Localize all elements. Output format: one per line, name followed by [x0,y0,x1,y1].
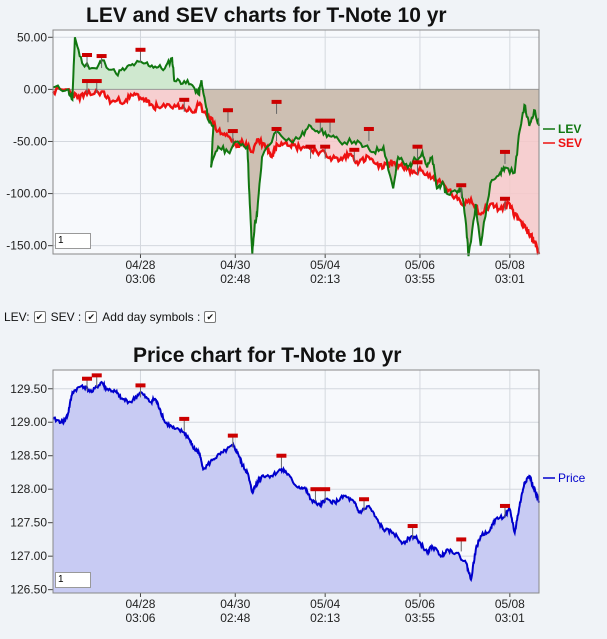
lev-day-marker [315,118,326,123]
price-day-marker [227,433,238,438]
lev-day-marker [412,144,423,149]
lev-day-marker [271,99,282,104]
lev-legend-label: LEV [558,122,581,136]
price-chart-tick-label-x-time: 02:48 [220,611,250,625]
sev-day-marker [499,196,510,201]
lev-chart-tick-label-y: 0.00 [24,82,48,96]
price-chart-tick-label-y: 128.50 [10,449,47,463]
day-symbols-checkbox[interactable]: ✔ [204,311,217,323]
price-chart-frame [52,369,540,594]
sev-label: SEV : [50,310,82,324]
lev-day-marker [82,53,93,58]
price-series-line [52,380,540,583]
lev-chart-tick-label-y: -50.00 [13,134,47,148]
lev-day-marker [456,183,467,188]
sev-day-marker [412,160,423,165]
price-day-marker [82,376,93,381]
price-chart-tick-label-x-time: 03:01 [495,611,525,625]
price-day-marker [499,503,510,508]
price-chart-tick-label-y: 129.00 [10,415,47,429]
lev-chart-tick-label-x-date: 05/08 [495,258,525,272]
price-day-marker [91,373,102,378]
price-chart-tick-label-y: 127.00 [10,549,47,563]
lev-chart-tick-label-x-date: 05/04 [310,258,340,272]
price-chart-tick-label-x-date: 05/04 [310,597,340,611]
lev-day-marker [325,118,336,123]
price-chart-tick-label-y: 128.00 [10,482,47,496]
lev-chart-tick-label-y: -100.00 [6,187,47,201]
price-day-marker [320,487,331,492]
sev-day-marker [227,129,238,134]
sev-checkbox[interactable]: ✔ [85,311,98,323]
sev-day-marker [320,144,331,149]
sev-day-marker [91,79,102,84]
price-day-marker [359,497,370,502]
lev-chart-tick-label-x-date: 04/28 [125,258,155,272]
price-day-marker [407,524,418,529]
price-chart-title: Price chart for T-Note 10 yr [133,344,402,367]
lev-above-zero-fill [53,37,539,90]
price-chart-tick-label-x-date: 05/06 [405,597,435,611]
price-day-marker [310,487,321,492]
lev-series-line [52,37,540,257]
lev-day-marker [222,108,233,113]
lev-day-marker [179,97,190,102]
lev-chart-tick-label-x-time: 03:06 [125,272,155,286]
price-chart-tick-label-x-date: 04/30 [220,597,250,611]
lev-chart-tick-label-x-date: 04/30 [220,258,250,272]
sev-day-marker [271,126,282,131]
lev-day-marker [96,54,107,59]
price-chart-tick-label-y: 126.50 [10,583,47,597]
lev-chart-frame [52,29,540,255]
lev-label: LEV: [4,310,30,324]
lev-day-marker [135,47,146,52]
lev-day-marker [363,126,374,131]
lev-chart-tick-label-y: 50.00 [17,30,47,44]
lev-chart-tick-label-x-time: 02:13 [310,272,340,286]
price-day-marker [276,453,287,458]
price-chart-tick-label-x-date: 04/28 [125,597,155,611]
price-chart-tick-label-x-date: 05/08 [495,597,525,611]
sev-day-marker [82,79,93,84]
sev-day-marker [305,144,316,149]
sev-legend-label: SEV [558,136,582,150]
lev-checkbox[interactable]: ✔ [33,311,46,323]
lev-day-marker [499,149,510,154]
price-day-marker [179,416,190,421]
price-chart-tick-label-y: 127.50 [10,516,47,530]
lev-chart-tick-label-y: -150.00 [6,239,47,253]
chart-controls: LEV: ✔ SEV : ✔ Add day symbols : ✔ [4,310,219,324]
price-chart-tick-label-x-time: 03:06 [125,611,155,625]
price-chart-tick-label-x-time: 02:13 [310,611,340,625]
price-chart-tick-label-y: 129.50 [10,382,47,396]
lev-chart-tick-label-x-time: 03:55 [405,272,435,286]
day-symbols-label: Add day symbols : [102,310,201,324]
price-legend-label: Price [558,471,586,485]
lev-sev-overlap-fill [53,89,539,215]
lev-chart-tick-label-x-time: 03:01 [495,272,525,286]
sev-day-marker [349,147,360,152]
lev-chart-title: LEV and SEV charts for T-Note 10 yr [86,4,447,27]
price-day-marker [135,383,146,388]
lev-chart-tick-label-x-time: 02:48 [220,272,250,286]
price-day-marker [456,537,467,542]
price-chart-tick-label-x-time: 03:55 [405,611,435,625]
lev-chart-tick-label-x-date: 05/06 [405,258,435,272]
lev-chart-number-input[interactable]: 1 [55,233,91,249]
price-chart-number-input[interactable]: 1 [55,572,91,588]
